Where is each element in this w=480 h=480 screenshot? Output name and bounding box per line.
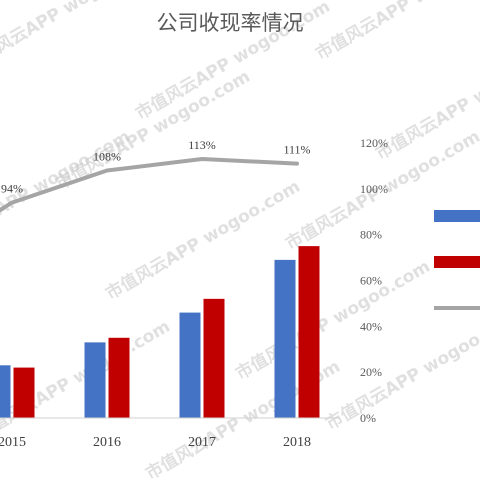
line-label-2017: 113% (188, 138, 216, 152)
watermark-text: 市值风云APP wogoo.com (312, 0, 480, 64)
line-label-2018: 111% (283, 143, 310, 157)
watermark-text: 市值风云APP wogoo.com (0, 0, 164, 74)
watermark-text: 市值风云APP wogoo.com (52, 66, 254, 195)
x-tick-2015: 2015 (0, 435, 26, 450)
x-tick-2016: 2016 (93, 435, 121, 450)
bar-series-1-2016 (84, 342, 106, 418)
right-axis: 0% 20% 40% 60% 80% 100% 120% (360, 136, 388, 425)
right-tick-40%: 40% (360, 319, 382, 333)
x-tick-2018: 2018 (283, 435, 311, 450)
right-tick-60%: 60% (360, 274, 382, 288)
right-tick-80%: 80% (360, 228, 382, 242)
x-tick-2017: 2017 (188, 435, 216, 450)
chart-title: 公司收现率情况 (157, 11, 304, 35)
right-tick-0%: 0% (360, 411, 376, 425)
line-label-2016: 108% (93, 150, 121, 164)
right-tick-120%: 120% (360, 136, 388, 150)
right-tick-20%: 20% (360, 365, 382, 379)
watermark-text: 市值风云APP wogoo.com (102, 176, 304, 305)
bar-series-2-2016 (108, 337, 130, 418)
bar-series-2-2017 (203, 298, 225, 418)
bar-series-1-2017 (179, 312, 201, 418)
right-tick-100%: 100% (360, 182, 388, 196)
line-label-2015: 94% (1, 182, 23, 196)
watermark-text: 市值风云APP wogoo.com (322, 306, 480, 435)
plot-area: 94% 108% 113% 111% 2015 2016 2017 2018 (0, 138, 340, 450)
legend-swatch-1 (434, 210, 480, 222)
bar-series-1-2015 (0, 365, 11, 418)
legend-swatch-2 (434, 256, 480, 268)
line-series (0, 157, 299, 213)
bar-series-2-2018 (298, 246, 320, 418)
bar-series-1-2018 (274, 259, 296, 418)
bar-series-2-2015 (13, 367, 35, 418)
legend (434, 210, 480, 310)
